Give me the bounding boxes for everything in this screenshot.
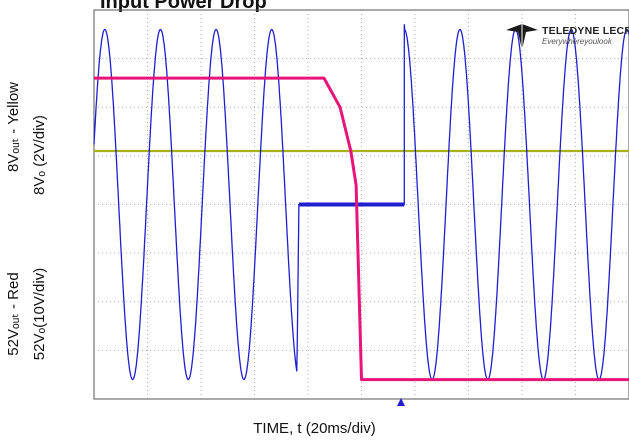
trace-52v-out xyxy=(94,76,629,382)
logo-mark-icon xyxy=(506,24,538,50)
traces xyxy=(93,23,629,382)
grid xyxy=(93,9,629,400)
x-axis-label: TIME, t (20ms/div) xyxy=(253,420,376,437)
trigger-marker xyxy=(397,398,405,406)
y-label-yellow-2: 8Vₒ (2V/div) xyxy=(31,115,48,195)
trace-input-sine xyxy=(93,23,629,381)
y-label-red-2: 52Vₒ(10V/div) xyxy=(31,267,48,361)
y-label-red-1: 52Vₒᵤₜ - Red xyxy=(5,272,22,356)
logo-tagline: Everywhereyoulook xyxy=(542,37,612,46)
y-label-yellow-1: 8Vₒᵤₜ - Yellow xyxy=(5,81,22,173)
logo-name: TELEDYNE LECROY xyxy=(542,25,629,37)
teledyne-lecroy-logo: TELEDYNE LECROY Everywhereyoulook xyxy=(504,24,629,54)
